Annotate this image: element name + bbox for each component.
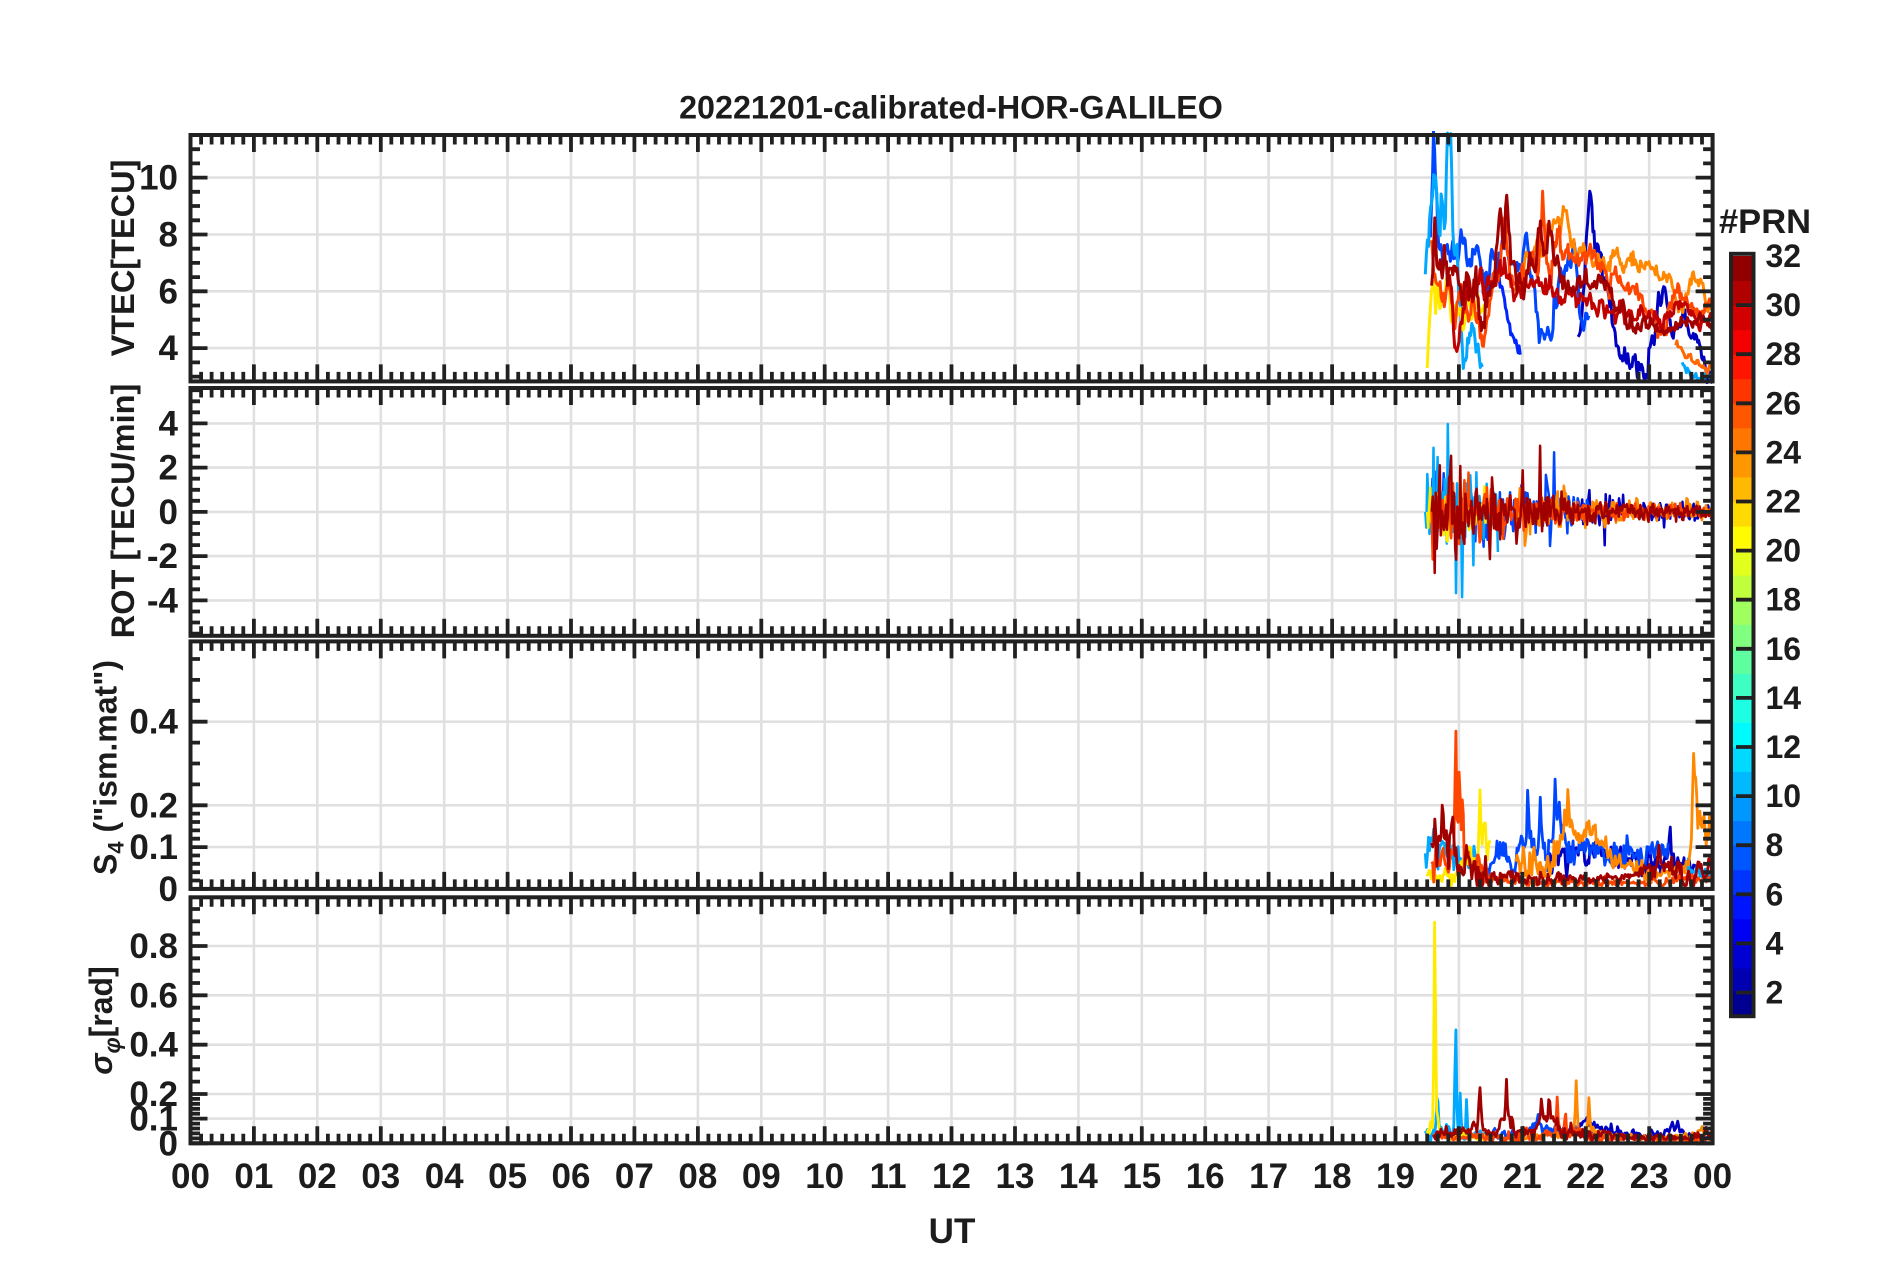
svg-text:04: 04	[425, 1157, 464, 1196]
svg-text:16: 16	[1766, 631, 1802, 667]
svg-text:26: 26	[1766, 385, 1802, 421]
svg-text:UT: UT	[929, 1212, 976, 1251]
svg-text:0: 0	[159, 1124, 178, 1163]
svg-text:0: 0	[159, 870, 178, 909]
svg-text:23: 23	[1630, 1157, 1669, 1196]
svg-text:22: 22	[1566, 1157, 1605, 1196]
svg-text:S4 ("ism.mat"): S4 ("ism.mat")	[88, 660, 129, 875]
svg-text:18: 18	[1766, 582, 1802, 618]
svg-text:2: 2	[1766, 975, 1784, 1011]
svg-text:6: 6	[159, 272, 178, 311]
svg-text:8: 8	[159, 216, 178, 255]
svg-text:ROT [TECU/min]: ROT [TECU/min]	[105, 384, 141, 639]
svg-text:-2: -2	[147, 537, 178, 576]
svg-text:10: 10	[139, 159, 178, 198]
svg-text:0.4: 0.4	[129, 1026, 178, 1065]
svg-text:09: 09	[742, 1157, 781, 1196]
svg-text:01: 01	[234, 1157, 273, 1196]
svg-text:2: 2	[159, 449, 178, 488]
svg-text:0.2: 0.2	[129, 1075, 178, 1114]
svg-text:00: 00	[171, 1157, 210, 1196]
svg-text:0.1: 0.1	[129, 1100, 178, 1139]
svg-text:06: 06	[552, 1157, 591, 1196]
svg-text:0.1: 0.1	[129, 828, 178, 867]
svg-text:05: 05	[488, 1157, 527, 1196]
svg-text:0: 0	[159, 493, 178, 532]
svg-text:0.4: 0.4	[129, 703, 178, 742]
svg-text:32: 32	[1766, 238, 1802, 274]
svg-text:03: 03	[361, 1157, 400, 1196]
svg-text:20221201-calibrated-HOR-GALILE: 20221201-calibrated-HOR-GALILEO	[679, 90, 1223, 126]
svg-text:19: 19	[1376, 1157, 1415, 1196]
svg-text:28: 28	[1766, 336, 1802, 372]
svg-text:4: 4	[1766, 925, 1784, 961]
svg-text:20: 20	[1439, 1157, 1478, 1196]
svg-text:10: 10	[1766, 778, 1802, 814]
svg-text:07: 07	[615, 1157, 654, 1196]
svg-text:0.6: 0.6	[129, 976, 178, 1015]
svg-text:10: 10	[805, 1157, 844, 1196]
svg-text:13: 13	[996, 1157, 1035, 1196]
svg-text:17: 17	[1249, 1157, 1288, 1196]
svg-text:21: 21	[1503, 1157, 1542, 1196]
svg-text:11: 11	[870, 1157, 907, 1196]
svg-text:08: 08	[678, 1157, 717, 1196]
svg-text:#PRN: #PRN	[1719, 203, 1811, 241]
svg-text:8: 8	[1766, 827, 1784, 863]
svg-text:4: 4	[159, 404, 179, 443]
svg-text:6: 6	[1766, 876, 1784, 912]
svg-text:15: 15	[1122, 1157, 1161, 1196]
svg-text:12: 12	[932, 1157, 971, 1196]
svg-text:14: 14	[1059, 1157, 1098, 1196]
svg-text:22: 22	[1766, 484, 1802, 520]
svg-text:-4: -4	[147, 581, 179, 620]
svg-text:24: 24	[1766, 434, 1802, 470]
svg-text:16: 16	[1186, 1157, 1225, 1196]
svg-text:02: 02	[298, 1157, 337, 1196]
svg-text:σφ[rad]: σφ[rad]	[83, 966, 125, 1075]
svg-text:4: 4	[159, 329, 179, 368]
svg-text:00: 00	[1693, 1157, 1732, 1196]
svg-text:VTEC[TECU]: VTEC[TECU]	[105, 160, 141, 357]
svg-text:18: 18	[1313, 1157, 1352, 1196]
svg-text:30: 30	[1766, 287, 1802, 323]
svg-text:0.2: 0.2	[129, 786, 178, 825]
svg-text:14: 14	[1766, 680, 1802, 716]
svg-text:20: 20	[1766, 533, 1802, 569]
svg-text:12: 12	[1766, 729, 1802, 765]
svg-text:0.8: 0.8	[129, 927, 178, 966]
